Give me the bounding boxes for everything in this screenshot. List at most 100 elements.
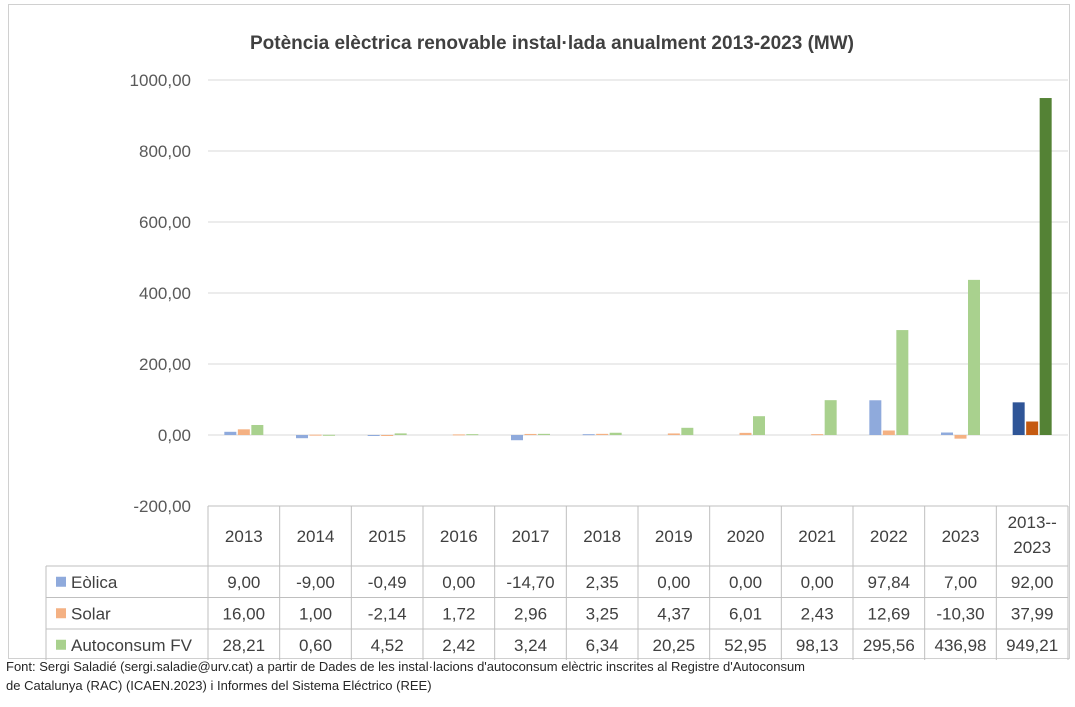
table-cell: 16,00 bbox=[223, 604, 266, 623]
table-cell: 6,34 bbox=[586, 636, 619, 655]
table-cell: 37,99 bbox=[1011, 604, 1054, 623]
bar-autoconsum bbox=[251, 424, 264, 435]
bar-autoconsum bbox=[824, 400, 837, 435]
bar-solar bbox=[811, 434, 824, 436]
table-cell: 52,95 bbox=[724, 636, 767, 655]
table-cell: 295,56 bbox=[863, 636, 915, 655]
y-tick-label: -200,00 bbox=[133, 497, 191, 516]
table-cell: 2,43 bbox=[801, 604, 834, 623]
y-tick-label: 400,00 bbox=[139, 284, 191, 303]
bar-autoconsum bbox=[896, 330, 909, 435]
y-tick-label: 1000,00 bbox=[130, 71, 191, 90]
table-cell: 7,00 bbox=[944, 573, 977, 592]
source-line-2: de Catalunya (RAC) (ICAEN.2023) i Inform… bbox=[6, 678, 432, 693]
table-cell: 92,00 bbox=[1011, 573, 1054, 592]
chart-frame bbox=[8, 4, 1070, 659]
bar-solar bbox=[1026, 421, 1039, 435]
legend-label: Eòlica bbox=[71, 573, 118, 592]
legend-swatch bbox=[56, 576, 66, 587]
bar-solar bbox=[237, 429, 250, 435]
data-table: 2013 2014 2015 2016 2017 2018 2019 2020 2021 2022… bbox=[45, 505, 1069, 660]
table-cell: -0,49 bbox=[368, 573, 407, 592]
bars bbox=[224, 98, 1052, 441]
table-cell: -9,00 bbox=[296, 573, 335, 592]
bar-solar bbox=[882, 430, 895, 435]
gridlines bbox=[208, 79, 1068, 436]
bar-eolica bbox=[869, 400, 882, 435]
table-cell: -2,14 bbox=[368, 604, 407, 623]
y-tick-label: 200,00 bbox=[139, 355, 191, 374]
bar-solar bbox=[381, 435, 394, 436]
bar-solar bbox=[524, 433, 537, 435]
bar-solar bbox=[596, 433, 609, 435]
bar-eolica bbox=[582, 434, 595, 436]
category-label: 2013-- bbox=[1008, 513, 1057, 532]
table-cell: 0,00 bbox=[657, 573, 690, 592]
y-tick-label: 800,00 bbox=[139, 142, 191, 161]
table-cell: 4,37 bbox=[657, 604, 690, 623]
category-label: 2021 bbox=[798, 527, 836, 546]
table-cell: 97,84 bbox=[868, 573, 911, 592]
bar-autoconsum bbox=[1039, 98, 1052, 435]
table-cell: 1,72 bbox=[442, 604, 475, 623]
bar-autoconsum bbox=[323, 434, 335, 436]
category-label: 2019 bbox=[655, 527, 693, 546]
category-label: 2013 bbox=[225, 527, 263, 546]
bar-autoconsum bbox=[466, 434, 479, 436]
table-cell: 2,96 bbox=[514, 604, 547, 623]
bar-autoconsum bbox=[753, 416, 765, 435]
source-line-1: Font: Sergi Saladié (sergi.saladie@urv.c… bbox=[6, 659, 806, 674]
bar-autoconsum bbox=[538, 433, 550, 435]
category-label: 2023 bbox=[1013, 538, 1051, 557]
category-label: 2017 bbox=[512, 527, 550, 546]
table-cell: 28,21 bbox=[223, 636, 266, 655]
category-label: 2023 bbox=[942, 527, 980, 546]
bar-eolica bbox=[224, 431, 237, 435]
bar-autoconsum bbox=[968, 279, 980, 435]
table-cell: -10,30 bbox=[936, 604, 984, 623]
category-label: 2022 bbox=[870, 527, 908, 546]
legend-swatch bbox=[56, 639, 66, 650]
table-cell: 98,13 bbox=[796, 636, 839, 655]
bar-solar bbox=[954, 435, 967, 439]
y-tick-label: 600,00 bbox=[139, 213, 191, 232]
table-cell: 1,00 bbox=[299, 604, 332, 623]
bar-eolica bbox=[367, 435, 380, 436]
bar-solar bbox=[667, 433, 680, 435]
table-cell: 0,00 bbox=[729, 573, 762, 592]
table-cell: 6,01 bbox=[729, 604, 762, 623]
bar-solar bbox=[309, 434, 322, 436]
category-label: 2015 bbox=[368, 527, 406, 546]
bar-eolica bbox=[511, 435, 523, 441]
bar-solar bbox=[739, 432, 752, 435]
table-cell: 12,69 bbox=[868, 604, 911, 623]
table-cell: 3,24 bbox=[514, 636, 547, 655]
y-tick-label: 0,00 bbox=[158, 426, 191, 445]
table-cell: 20,25 bbox=[653, 636, 696, 655]
category-label: 2018 bbox=[583, 527, 621, 546]
bar-autoconsum bbox=[609, 432, 622, 435]
bar-eolica bbox=[941, 432, 953, 435]
bar-eolica bbox=[296, 435, 308, 439]
bar-chart: Potència elèctrica renovable instal·lada… bbox=[45, 33, 1069, 660]
legend-label: Solar bbox=[71, 604, 111, 623]
table-cell: 436,98 bbox=[935, 636, 987, 655]
source-note: Font: Sergi Saladié (sergi.saladie@urv.c… bbox=[6, 657, 1066, 695]
table-cell: 2,42 bbox=[442, 636, 475, 655]
table-cell: 2,35 bbox=[586, 573, 619, 592]
bar-autoconsum bbox=[681, 427, 694, 435]
table-cell: 0,00 bbox=[442, 573, 475, 592]
y-axis: 1000,00 800,00 600,00 400,00 200,00 0,00 -200,… bbox=[130, 71, 191, 516]
table-cell: 9,00 bbox=[227, 573, 260, 592]
chart-title: Potència elèctrica renovable instal·lada… bbox=[250, 33, 854, 54]
legend-label: Autoconsum FV bbox=[71, 636, 193, 655]
category-label: 2016 bbox=[440, 527, 478, 546]
bar-eolica bbox=[1012, 402, 1025, 435]
bar-autoconsum bbox=[394, 433, 407, 435]
category-label: 2020 bbox=[727, 527, 765, 546]
bar-solar bbox=[452, 434, 465, 436]
legend-swatch bbox=[56, 608, 66, 619]
category-label: 2014 bbox=[297, 527, 335, 546]
table-cell: 0,00 bbox=[801, 573, 834, 592]
table-cell: 0,60 bbox=[299, 636, 332, 655]
